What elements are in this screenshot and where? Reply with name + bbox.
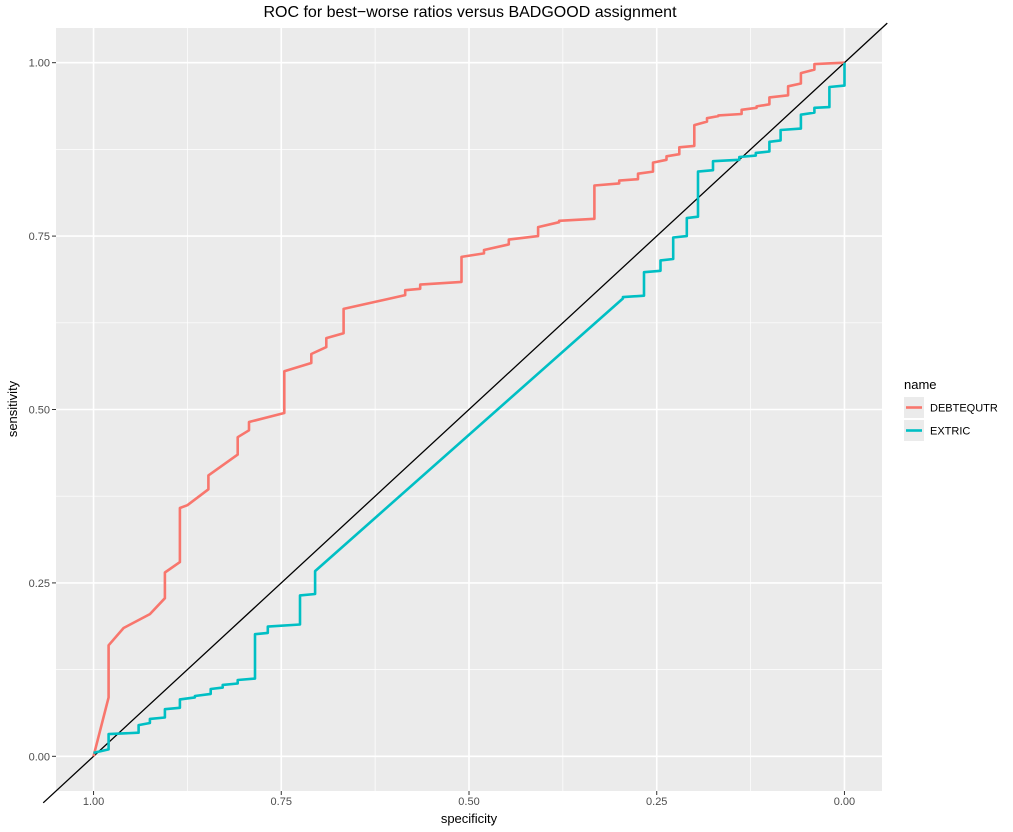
chart-title: ROC for best−worse ratios versus BADGOOD… bbox=[263, 4, 677, 21]
y-axis-ticks: 0.00 0.25 0.50 0.75 1.00 bbox=[29, 58, 56, 763]
diagonal-reference-line-group bbox=[42, 22, 888, 804]
y-axis-title: sensitivity bbox=[5, 380, 20, 437]
y-tick-label: 0.00 bbox=[29, 751, 50, 763]
series-lines bbox=[92, 61, 846, 757]
series-line-extric bbox=[93, 62, 846, 755]
legend: name DEBTEQUTR EXTRIC bbox=[904, 377, 998, 441]
x-axis-ticks: 1.00 0.75 0.50 0.25 0.00 bbox=[83, 791, 855, 808]
y-tick-label: 0.75 bbox=[29, 231, 50, 243]
legend-items: DEBTEQUTR EXTRIC bbox=[904, 397, 998, 441]
x-tick-label: 1.00 bbox=[83, 796, 104, 808]
legend-label: DEBTEQUTR bbox=[930, 403, 998, 415]
legend-label: EXTRIC bbox=[930, 426, 970, 438]
x-tick-label: 0.00 bbox=[834, 796, 855, 808]
x-tick-label: 0.50 bbox=[458, 796, 479, 808]
y-tick-label: 0.50 bbox=[29, 405, 50, 417]
x-tick-label: 0.75 bbox=[271, 796, 292, 808]
x-axis-title: specificity bbox=[441, 811, 498, 826]
y-tick-label: 1.00 bbox=[29, 58, 50, 70]
legend-title: name bbox=[904, 377, 937, 392]
y-tick-label: 0.25 bbox=[29, 578, 50, 590]
x-tick-label: 0.25 bbox=[646, 796, 667, 808]
diagonal-reference-line bbox=[42, 22, 888, 804]
series-line-debtequtr bbox=[92, 61, 845, 757]
